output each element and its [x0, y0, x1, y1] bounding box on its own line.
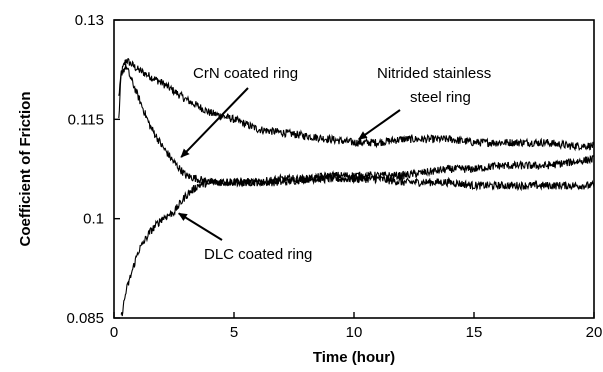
- y-tick-label: 0.1: [83, 211, 104, 228]
- series-line-dlc-coated-ring: [120, 154, 595, 317]
- x-tick-label: 0: [110, 324, 118, 341]
- series-layer: [118, 58, 595, 317]
- annotation-crn-arrow: [180, 87, 249, 158]
- y-tick-label: 0.085: [66, 310, 104, 327]
- x-tick-label: 20: [586, 324, 603, 341]
- annotation-nitrided-label-line2: steel ring: [410, 89, 471, 106]
- annotation-crn-label: CrN coated ring: [193, 65, 298, 82]
- y-tick-label: 0.13: [75, 12, 104, 29]
- annotation-nitrided-arrow: [357, 109, 401, 141]
- x-tick-label: 5: [230, 324, 238, 341]
- x-tick-label: 10: [346, 324, 363, 341]
- series-line-crn-coated-ring: [118, 63, 595, 192]
- tick-layer: 0 5 10 15 20 0.085 0.1 0.115 0.13: [66, 12, 602, 341]
- annotation-nitrided-label-line1: Nitrided stainless: [377, 65, 491, 82]
- y-tick-label: 0.115: [68, 111, 104, 128]
- annotation-dlc-label: DLC coated ring: [204, 246, 312, 263]
- annotation-dlc-arrow: [177, 212, 223, 241]
- x-tick-label: 15: [466, 324, 483, 341]
- y-axis-title: Coefficient of Friction: [17, 92, 34, 247]
- series-line-nitrided-stainless-steel-ring: [118, 58, 595, 152]
- x-axis-title: Time (hour): [313, 349, 395, 366]
